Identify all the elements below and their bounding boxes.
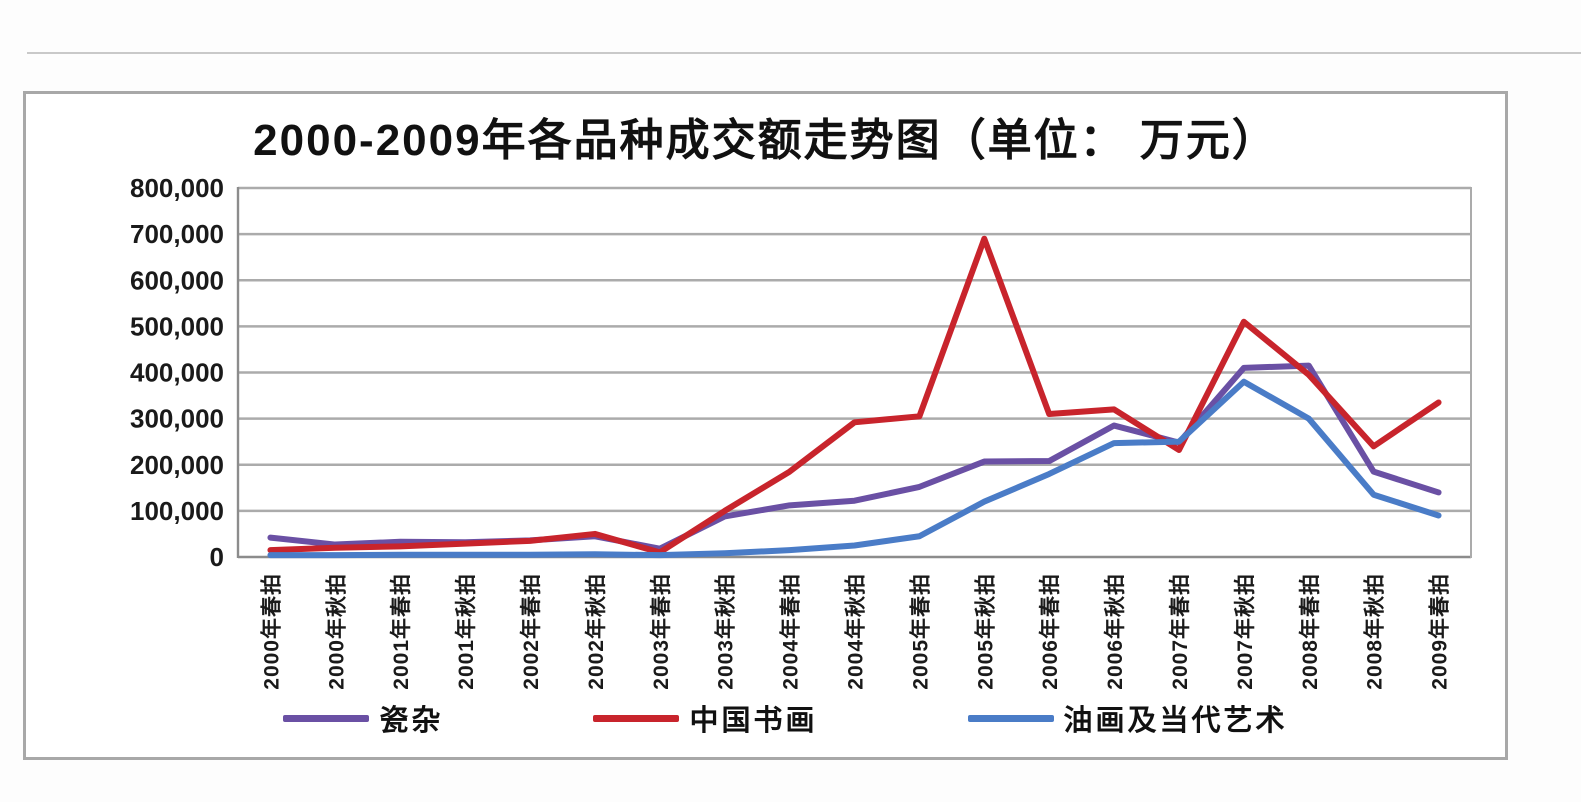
chart-legend: 瓷杂 中国书画 油画及当代艺术	[26, 697, 1505, 739]
y-axis-tick-label: 800,000	[130, 173, 224, 203]
x-axis-tick-label: 2006年春拍	[1038, 573, 1062, 690]
series-line-1	[267, 235, 1442, 556]
chart-container: 2000-2009年各品种成交额走势图（单位： 万元） 0 100,000 200,…	[23, 91, 1508, 760]
x-axis-tick-label: 2007年秋拍	[1233, 573, 1257, 690]
y-axis-tick-label: 0	[210, 542, 224, 572]
legend-swatch-blue	[967, 714, 1054, 722]
chart-title: 2000-2009年各品种成交额走势图（单位： 万元）	[253, 116, 1278, 165]
x-axis-tick-label: 2004年春拍	[779, 573, 803, 690]
legend-label: 油画及当代艺术	[1063, 705, 1288, 737]
x-axis-tick-label: 2004年秋拍	[844, 573, 868, 690]
x-axis-tick-label: 2000年春拍	[259, 573, 283, 690]
series-line-2	[267, 378, 1442, 559]
x-axis-tick-label: 2002年秋拍	[584, 573, 608, 690]
x-axis-tick-label: 2005年秋拍	[973, 573, 997, 690]
x-axis-tick-label: 2009年春拍	[1428, 573, 1452, 690]
legend-entry-zhongguoshuhua: 中国书画	[593, 697, 817, 739]
x-axis-tick-label: 2001年秋拍	[454, 573, 478, 690]
legend-label: 瓷杂	[379, 705, 444, 737]
line-chart-plot: 0 100,000 200,000 300,000 400,000 500,000 600,…	[130, 173, 1472, 690]
x-axis-tick-label: 2007年春拍	[1168, 573, 1192, 690]
legend-entry-ciza: 瓷杂	[283, 697, 443, 739]
x-axis-tick-label: 2001年春拍	[389, 573, 413, 690]
y-axis-tick-label: 200,000	[130, 450, 224, 480]
x-axis-tick-label: 2005年春拍	[908, 573, 932, 690]
y-axis-tick-label: 400,000	[130, 358, 224, 388]
legend-label: 中国书画	[689, 705, 818, 737]
legend-entry-youhua: 油画及当代艺术	[967, 697, 1288, 739]
legend-swatch-purple	[283, 714, 370, 722]
x-axis-tick-label: 2008年秋拍	[1363, 573, 1387, 690]
legend-swatch-red	[593, 714, 680, 722]
y-axis-tick-label: 300,000	[130, 404, 224, 434]
top-divider-line	[27, 52, 1581, 54]
y-axis-tick-label: 600,000	[130, 265, 224, 295]
y-axis-tick-label: 700,000	[130, 219, 224, 249]
x-axis-tick-label: 2003年秋拍	[714, 573, 738, 690]
y-axis-tick-label: 100,000	[130, 496, 224, 526]
x-axis-tick-label: 2003年春拍	[649, 573, 673, 690]
x-axis-tick-label: 2008年春拍	[1298, 573, 1322, 690]
y-axis-tick-label: 500,000	[130, 311, 224, 341]
x-axis-tick-label: 2000年秋拍	[324, 573, 348, 690]
x-axis-tick-label: 2002年春拍	[519, 573, 543, 690]
x-axis-tick-label: 2006年秋拍	[1103, 573, 1127, 690]
